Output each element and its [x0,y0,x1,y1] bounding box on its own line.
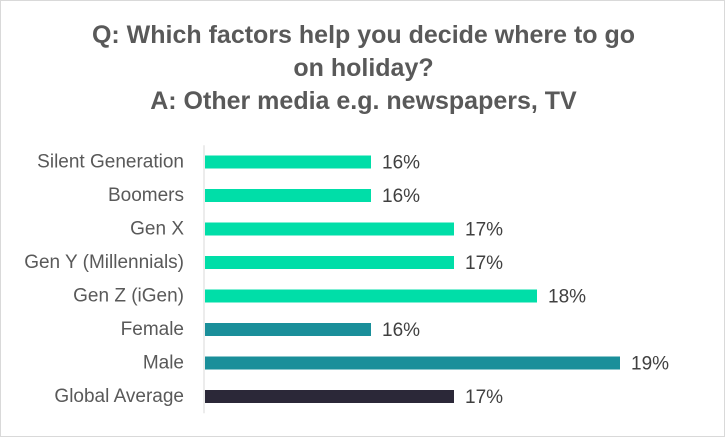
value-label: 16% [382,153,420,174]
chart-title-line-2: on holiday? [293,54,434,82]
chart-title: Q: Which factors help you decide where t… [1,19,726,118]
bar [205,222,454,236]
bar [205,289,537,303]
bar [205,323,371,336]
bar [205,155,371,169]
value-label: 17% [465,387,503,408]
bar [205,356,620,370]
category-label: Global Average [54,386,184,407]
value-label: 17% [465,253,503,274]
value-label: 18% [548,287,586,308]
bar [205,390,454,403]
bar [205,189,371,202]
value-label: 17% [465,220,503,241]
bar-marks: Silent Generation 16% Boomers 16% Gen X 17% Ge… [24,152,669,409]
category-label: Silent Generation [37,152,184,173]
category-label: Gen Z (iGen) [73,286,184,307]
value-label: 16% [382,320,420,341]
chart-title-line-1: Q: Which factors help you decide where t… [91,21,636,49]
category-label: Boomers [108,185,184,206]
value-label: 19% [631,354,669,375]
category-label: Gen X [130,219,184,240]
bar [205,256,454,269]
category-label: Gen Y (Millennials) [24,252,184,273]
value-label: 16% [382,186,420,207]
chart-title-line-3: A: Other media e.g. newspapers, TV [150,87,577,115]
category-label: Male [143,353,184,374]
category-label: Female [121,319,184,340]
